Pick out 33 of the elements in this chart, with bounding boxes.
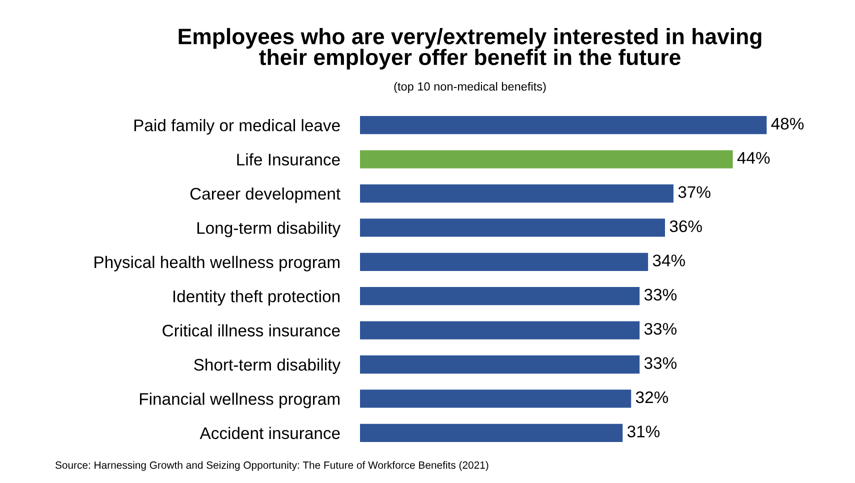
data-label: 33% xyxy=(644,288,677,301)
y-tick-label: Physical health wellness program xyxy=(94,256,340,272)
data-label: 32% xyxy=(636,391,668,404)
y-tick-label: Short-term disability xyxy=(194,358,341,374)
data-label: 34% xyxy=(652,254,685,266)
data-label: 44% xyxy=(737,152,770,164)
y-tick-label: Paid family or medical leave xyxy=(134,119,340,135)
bar xyxy=(360,252,648,271)
data-label: 37% xyxy=(678,186,710,198)
y-tick-label: Identity theft protection xyxy=(173,290,340,306)
y-tick-label: Critical illness insurance xyxy=(162,324,340,337)
y-tick-label: Career development xyxy=(190,187,340,203)
y-tick-label: Financial wellness program xyxy=(140,392,340,408)
data-label: 33% xyxy=(644,357,677,369)
bar xyxy=(360,287,640,306)
y-tick-label: Life Insurance xyxy=(237,153,340,166)
bar xyxy=(360,218,665,237)
data-label: 33% xyxy=(644,322,677,335)
bar xyxy=(360,116,767,134)
data-label: 31% xyxy=(627,426,660,438)
bar xyxy=(360,321,640,340)
source-note: Source: Harnessing Growth and Seizing Opportunity: The Future of Workforce Benefits (2021) xyxy=(55,461,488,471)
bar xyxy=(360,184,674,203)
chart-subtitle: (top 10 non-medical benefits) xyxy=(394,82,546,94)
y-tick-label: Accident insurance xyxy=(200,426,340,440)
data-label: 36% xyxy=(670,220,702,232)
bar xyxy=(360,390,632,408)
chart-title: Employees who are very/extremely interested in having their employer offer benefit in the future xyxy=(178,28,762,70)
bar xyxy=(360,424,623,442)
bar xyxy=(360,355,640,374)
bar xyxy=(360,150,733,168)
data-label: 48% xyxy=(771,118,804,130)
y-tick-label: Long-term disability xyxy=(197,222,341,238)
